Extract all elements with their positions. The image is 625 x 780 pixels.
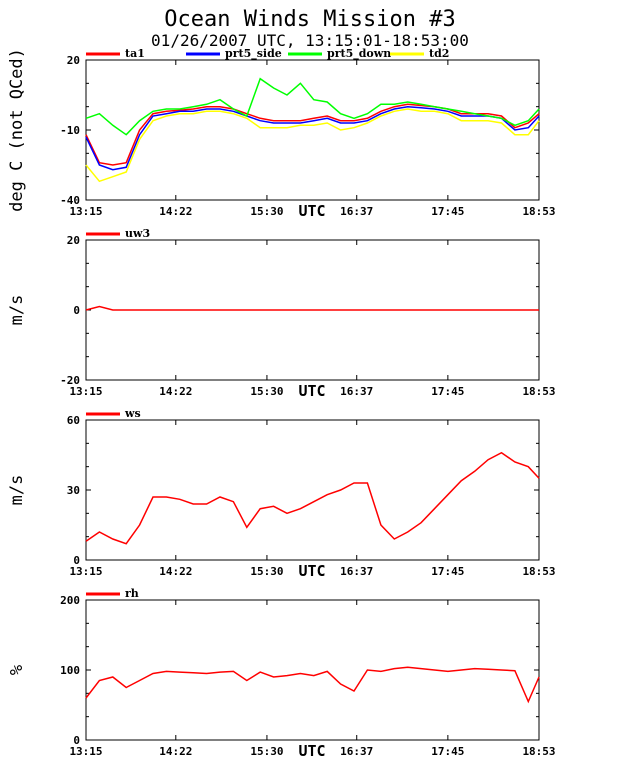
x-axis-label: UTC	[298, 382, 325, 400]
x-tick-label: 13:15	[69, 745, 102, 758]
y-tick-label: -20	[60, 374, 80, 387]
y-tick-label: -10	[60, 124, 80, 137]
x-tick-label: 13:15	[69, 205, 102, 218]
legend-label-prt5_down: prt5_down	[327, 47, 391, 61]
x-tick-label: 17:45	[431, 745, 464, 758]
legend-label-rh: rh	[125, 587, 139, 600]
x-tick-label: 14:22	[159, 385, 192, 398]
x-tick-label: 14:22	[159, 205, 192, 218]
x-tick-label: 18:53	[522, 565, 555, 578]
x-tick-label: 17:45	[431, 385, 464, 398]
x-tick-label: 17:45	[431, 565, 464, 578]
y-tick-label: 0	[73, 734, 80, 747]
y-tick-label: 30	[67, 484, 80, 497]
plot-frame	[85, 419, 540, 561]
series-line-ta1	[85, 103, 540, 166]
legend-label-ta1: ta1	[125, 47, 145, 60]
y-tick-label: 200	[60, 594, 80, 607]
legend-label-td2: td2	[429, 47, 449, 60]
panel-4: 200 100 013:15 14:22 15:30 16:37 17:45 18:53 UTC…	[7, 587, 556, 760]
legend-label-uw3: uw3	[125, 227, 150, 240]
legend-label-ws: ws	[124, 407, 141, 420]
y-tick-label: 0	[73, 554, 80, 567]
x-tick-label: 18:53	[522, 385, 555, 398]
y-tick-label: 20	[67, 54, 80, 67]
series-line-ws	[85, 451, 540, 545]
x-tick-label: 14:22	[159, 745, 192, 758]
x-tick-label: 18:53	[522, 745, 555, 758]
x-tick-label: 13:15	[69, 385, 102, 398]
series-line-td2	[85, 108, 540, 183]
y-axis-label: deg C (not QCed)	[7, 48, 27, 212]
legend-label-prt5_side: prt5_side	[225, 47, 282, 61]
x-tick-label: 16:37	[340, 205, 373, 218]
y-tick-label: 20	[67, 234, 80, 247]
y-axis-label: m/s	[7, 475, 27, 506]
y-tick-label: -40	[60, 194, 80, 207]
x-tick-label: 18:53	[522, 205, 555, 218]
y-tick-label: 0	[73, 304, 80, 317]
plot-frame	[85, 599, 540, 741]
x-tick-label: 13:15	[69, 565, 102, 578]
x-tick-label: 16:37	[340, 745, 373, 758]
chart-subtitle: 01/26/2007 UTC, 13:15:01-18:53:00	[151, 31, 469, 50]
series-line-rh	[85, 666, 540, 704]
series-line-uw3	[85, 305, 539, 311]
x-tick-label: 15:30	[250, 385, 283, 398]
chart-title: Ocean Winds Mission #3	[164, 7, 455, 32]
x-tick-label: 16:37	[340, 385, 373, 398]
x-axis-label: UTC	[298, 202, 325, 220]
y-tick-label: 100	[60, 664, 80, 677]
y-axis-label: %	[7, 665, 27, 675]
x-tick-label: 17:45	[431, 205, 464, 218]
x-tick-label: 14:22	[159, 565, 192, 578]
x-tick-label: 15:30	[250, 205, 283, 218]
series-line-prt5_down	[85, 77, 540, 136]
y-tick-label: 60	[67, 414, 80, 427]
y-axis-label: m/s	[7, 295, 27, 326]
x-axis-label: UTC	[298, 742, 325, 760]
x-tick-label: 15:30	[250, 565, 283, 578]
x-tick-label: 16:37	[340, 565, 373, 578]
series-line-prt5_side	[85, 105, 540, 171]
panel-3: 60 30 013:15 14:22 15:30 16:37 17:45 18:53 UTC m/…	[7, 407, 556, 580]
x-axis-label: UTC	[298, 562, 325, 580]
x-tick-label: 15:30	[250, 745, 283, 758]
plot-frame	[85, 59, 540, 201]
